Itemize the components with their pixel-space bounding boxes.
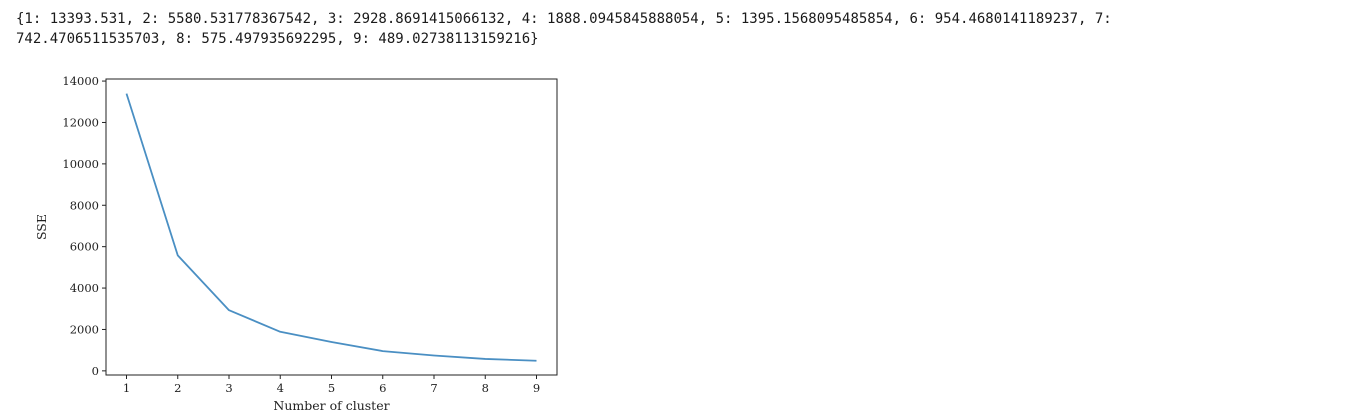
y-tick-label: 4000: [70, 281, 99, 295]
series-line: [125, 93, 537, 362]
x-tick-label: 5: [328, 381, 335, 395]
y-axis: 0 2000 4000 6000 8000 10000 12000 14000: [62, 74, 106, 378]
y-tick-label: 0: [92, 364, 99, 378]
x-tick-label: 7: [430, 381, 437, 395]
x-axis: 1 2 3 4 5 6 7 8 9: [123, 375, 540, 395]
x-tick-label: 6: [379, 381, 386, 395]
y-tick-label: 6000: [70, 240, 99, 254]
y-tick-label: 2000: [70, 322, 99, 336]
x-tick-label: 9: [533, 381, 540, 395]
y-tick-label: 14000: [62, 74, 99, 88]
output-line-2: 742.4706511535703, 8: 575.497935692295, …: [16, 31, 539, 47]
x-tick-label: 1: [123, 381, 130, 395]
x-tick-label: 2: [174, 381, 181, 395]
y-axis-label: SSE: [34, 214, 49, 240]
x-axis-label: Number of cluster: [273, 398, 389, 413]
y-tick-label: 10000: [62, 157, 99, 171]
y-tick-label: 12000: [62, 115, 99, 129]
cell-output-text: {1: 13393.531, 2: 5580.531778367542, 3: …: [16, 9, 1346, 49]
plot-frame: [105, 78, 558, 376]
x-tick-label: 4: [277, 381, 284, 395]
x-tick-label: 8: [482, 381, 489, 395]
output-line-1: {1: 13393.531, 2: 5580.531778367542, 3: …: [16, 11, 1112, 27]
x-tick-label: 3: [225, 381, 232, 395]
y-tick-label: 8000: [70, 198, 99, 212]
